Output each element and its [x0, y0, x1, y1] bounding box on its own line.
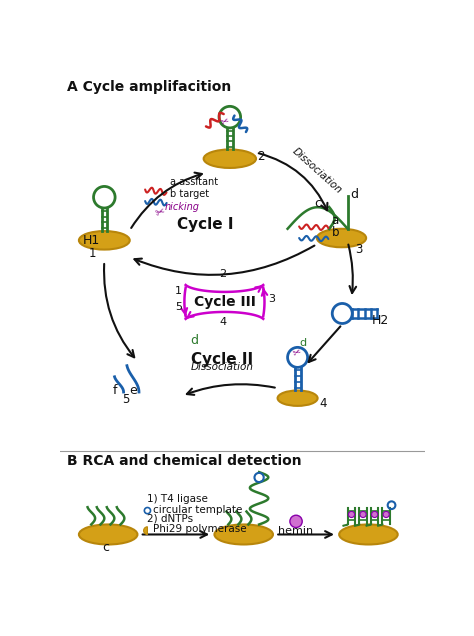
Text: f: f — [113, 384, 117, 397]
Text: H1: H1 — [83, 234, 100, 247]
Text: b: b — [331, 226, 339, 238]
Circle shape — [360, 511, 366, 518]
Text: 1: 1 — [89, 247, 96, 260]
Ellipse shape — [204, 149, 256, 168]
Ellipse shape — [79, 231, 130, 249]
Text: 1) T4 ligase: 1) T4 ligase — [147, 494, 208, 504]
Text: d: d — [299, 338, 306, 348]
Text: 2) dNTPs: 2) dNTPs — [147, 513, 193, 523]
Text: e: e — [130, 384, 137, 397]
Text: d: d — [190, 335, 198, 347]
Text: ✂: ✂ — [219, 114, 230, 127]
Ellipse shape — [317, 229, 366, 247]
Text: 2: 2 — [257, 150, 265, 163]
Circle shape — [372, 511, 378, 518]
Text: b target: b target — [170, 190, 209, 199]
Text: nicking: nicking — [164, 202, 200, 212]
Text: circular template: circular template — [153, 505, 242, 515]
Ellipse shape — [339, 525, 398, 544]
Ellipse shape — [79, 525, 137, 544]
Text: A Cycle amplifacition: A Cycle amplifacition — [66, 80, 231, 94]
Text: 3: 3 — [268, 294, 275, 304]
Text: a: a — [331, 214, 339, 227]
Text: B RCA and chemical detection: B RCA and chemical detection — [66, 454, 301, 468]
Text: hemin: hemin — [279, 526, 314, 536]
Text: H2: H2 — [372, 314, 389, 328]
Text: d: d — [350, 188, 358, 201]
Text: Dissociation: Dissociation — [290, 146, 343, 195]
Ellipse shape — [278, 391, 318, 406]
Text: 5: 5 — [122, 393, 129, 406]
Text: 4: 4 — [319, 398, 327, 410]
Text: Cycle I: Cycle I — [177, 218, 233, 232]
Text: c: c — [102, 541, 109, 555]
Text: 4: 4 — [219, 317, 227, 327]
Circle shape — [383, 511, 389, 518]
Text: a assitant: a assitant — [170, 177, 218, 187]
Text: Cycle II: Cycle II — [191, 352, 253, 367]
Text: c: c — [314, 197, 321, 211]
Text: 3: 3 — [356, 244, 363, 256]
Text: 5: 5 — [175, 301, 182, 312]
Text: Dissociation: Dissociation — [191, 363, 254, 373]
Circle shape — [290, 515, 302, 527]
Text: 2: 2 — [219, 269, 227, 279]
Text: ✂: ✂ — [292, 345, 302, 358]
Text: 1: 1 — [175, 286, 182, 296]
Wedge shape — [144, 527, 147, 534]
Text: Phi29 polymerase: Phi29 polymerase — [153, 524, 246, 534]
Text: Cycle III: Cycle III — [193, 295, 255, 309]
Circle shape — [348, 511, 355, 518]
Text: ✂: ✂ — [155, 207, 166, 219]
Ellipse shape — [214, 525, 273, 544]
